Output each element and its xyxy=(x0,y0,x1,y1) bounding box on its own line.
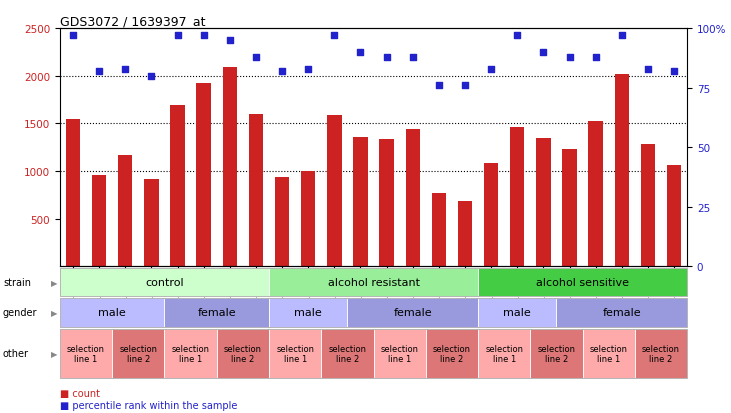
Bar xyxy=(223,68,237,267)
Bar xyxy=(249,114,263,267)
Bar xyxy=(301,171,315,267)
Text: ■ count: ■ count xyxy=(60,388,100,398)
Bar xyxy=(562,150,577,267)
Point xyxy=(198,33,210,39)
Bar xyxy=(510,128,524,267)
Point xyxy=(303,66,314,73)
Point xyxy=(94,69,105,75)
Text: selection
line 1: selection line 1 xyxy=(381,344,419,363)
Text: GDS3072 / 1639397_at: GDS3072 / 1639397_at xyxy=(60,15,205,28)
Text: alcohol sensitive: alcohol sensitive xyxy=(536,278,629,287)
Point xyxy=(145,73,157,80)
Bar xyxy=(588,122,603,267)
Point xyxy=(668,69,680,75)
Bar xyxy=(615,75,629,267)
Text: selection
line 1: selection line 1 xyxy=(590,344,628,363)
Bar xyxy=(92,176,106,267)
Point xyxy=(616,33,628,39)
Text: selection
line 1: selection line 1 xyxy=(172,344,210,363)
Point xyxy=(485,66,497,73)
Text: selection
line 1: selection line 1 xyxy=(485,344,523,363)
Text: selection
line 2: selection line 2 xyxy=(224,344,262,363)
Bar xyxy=(537,138,550,267)
Text: ▶: ▶ xyxy=(51,308,57,317)
Point xyxy=(381,54,393,61)
Point xyxy=(172,33,183,39)
Bar xyxy=(432,194,446,267)
Point xyxy=(564,54,575,61)
Text: control: control xyxy=(145,278,183,287)
Text: other: other xyxy=(3,349,29,358)
Bar xyxy=(66,119,80,267)
Point xyxy=(459,83,471,89)
Bar xyxy=(379,139,394,267)
Text: ■ percentile rank within the sample: ■ percentile rank within the sample xyxy=(60,400,238,410)
Text: selection
line 2: selection line 2 xyxy=(328,344,366,363)
Text: male: male xyxy=(504,308,531,318)
Point xyxy=(407,54,419,61)
Text: selection
line 2: selection line 2 xyxy=(119,344,157,363)
Point xyxy=(250,54,262,61)
Point xyxy=(328,33,340,39)
Text: gender: gender xyxy=(3,308,37,318)
Point xyxy=(433,83,444,89)
Point xyxy=(276,69,288,75)
Text: ▶: ▶ xyxy=(51,349,57,358)
Text: selection
line 2: selection line 2 xyxy=(433,344,471,363)
Text: female: female xyxy=(197,308,236,318)
Point xyxy=(512,33,523,39)
Text: female: female xyxy=(602,308,641,318)
Bar xyxy=(197,84,211,267)
Point xyxy=(119,66,131,73)
Text: male: male xyxy=(295,308,322,318)
Bar xyxy=(484,164,499,267)
Text: female: female xyxy=(393,308,432,318)
Point xyxy=(590,54,602,61)
Bar xyxy=(667,166,681,267)
Text: alcohol resistant: alcohol resistant xyxy=(327,278,420,287)
Point xyxy=(537,50,549,56)
Text: male: male xyxy=(99,308,126,318)
Point xyxy=(67,33,79,39)
Bar xyxy=(458,201,472,267)
Bar xyxy=(275,177,289,267)
Point xyxy=(642,66,654,73)
Bar xyxy=(327,116,341,267)
Text: selection
line 2: selection line 2 xyxy=(642,344,680,363)
Bar xyxy=(144,179,159,267)
Text: selection
line 1: selection line 1 xyxy=(276,344,314,363)
Text: strain: strain xyxy=(3,278,31,287)
Bar xyxy=(641,145,655,267)
Bar xyxy=(353,138,368,267)
Point xyxy=(355,50,366,56)
Bar xyxy=(170,106,185,267)
Text: selection
line 1: selection line 1 xyxy=(67,344,105,363)
Text: selection
line 2: selection line 2 xyxy=(537,344,575,363)
Point xyxy=(224,38,235,44)
Bar xyxy=(406,130,420,267)
Bar xyxy=(118,155,132,267)
Text: ▶: ▶ xyxy=(51,278,57,287)
